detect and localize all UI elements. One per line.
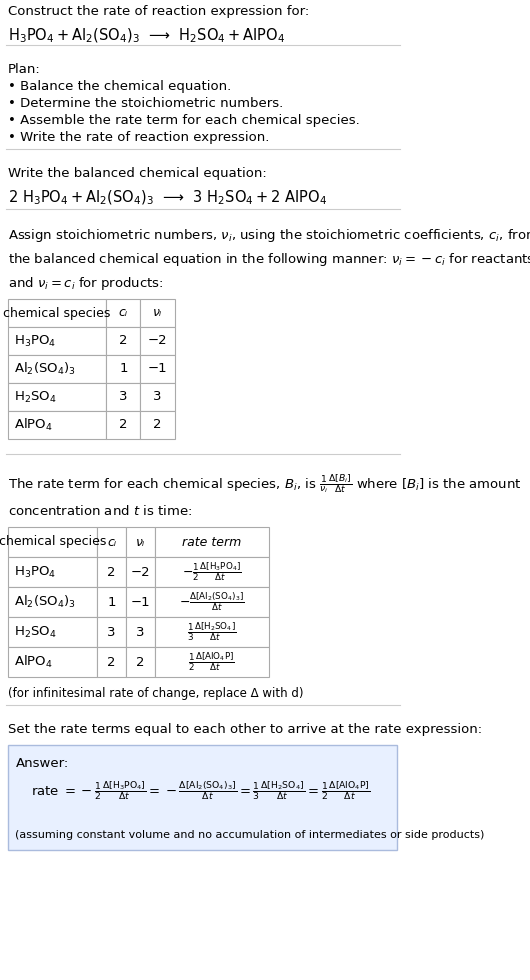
Text: Assign stoichiometric numbers, $\nu_i$, using the stoichiometric coefficients, $: Assign stoichiometric numbers, $\nu_i$, … bbox=[8, 227, 530, 292]
FancyBboxPatch shape bbox=[107, 299, 140, 327]
FancyBboxPatch shape bbox=[98, 587, 126, 617]
Text: 2: 2 bbox=[108, 565, 116, 578]
Text: • Write the rate of reaction expression.: • Write the rate of reaction expression. bbox=[8, 131, 269, 144]
FancyBboxPatch shape bbox=[155, 527, 269, 557]
Text: νᵢ: νᵢ bbox=[136, 535, 145, 549]
Text: Answer:: Answer: bbox=[15, 757, 69, 770]
FancyBboxPatch shape bbox=[8, 527, 98, 557]
FancyBboxPatch shape bbox=[98, 647, 126, 677]
Text: cᵢ: cᵢ bbox=[119, 307, 128, 319]
FancyBboxPatch shape bbox=[8, 617, 98, 647]
Text: −1: −1 bbox=[148, 363, 167, 375]
FancyBboxPatch shape bbox=[8, 355, 107, 383]
FancyBboxPatch shape bbox=[126, 617, 155, 647]
FancyBboxPatch shape bbox=[8, 647, 98, 677]
Text: cᵢ: cᵢ bbox=[107, 535, 116, 549]
Text: 2: 2 bbox=[153, 418, 162, 431]
FancyBboxPatch shape bbox=[140, 411, 174, 439]
Text: 2: 2 bbox=[119, 418, 128, 431]
FancyBboxPatch shape bbox=[8, 745, 398, 850]
Text: 2: 2 bbox=[108, 656, 116, 668]
FancyBboxPatch shape bbox=[155, 587, 269, 617]
FancyBboxPatch shape bbox=[8, 557, 98, 587]
Text: 3: 3 bbox=[108, 625, 116, 639]
Text: $-\frac{1}{2}\frac{\Delta[\mathrm{H_3PO_4}]}{\Delta t}$: $-\frac{1}{2}\frac{\Delta[\mathrm{H_3PO_… bbox=[182, 561, 242, 583]
FancyBboxPatch shape bbox=[107, 327, 140, 355]
Text: rate term: rate term bbox=[182, 535, 241, 549]
FancyBboxPatch shape bbox=[8, 327, 107, 355]
FancyBboxPatch shape bbox=[126, 587, 155, 617]
Text: −1: −1 bbox=[131, 596, 151, 609]
FancyBboxPatch shape bbox=[8, 299, 107, 327]
Text: $\mathregular{2\ H_3PO_4 + Al_2(SO_4)_3}$  ⟶  $\mathregular{3\ H_2SO_4 + 2\ AlPO: $\mathregular{2\ H_3PO_4 + Al_2(SO_4)_3}… bbox=[8, 189, 327, 208]
Text: rate $= -\frac{1}{2}\frac{\Delta[\mathrm{H_3PO_4}]}{\Delta t} = -\frac{\Delta[\m: rate $= -\frac{1}{2}\frac{\Delta[\mathrm… bbox=[31, 779, 370, 802]
Text: • Determine the stoichiometric numbers.: • Determine the stoichiometric numbers. bbox=[8, 97, 283, 110]
Text: $\mathregular{AlPO_4}$: $\mathregular{AlPO_4}$ bbox=[14, 416, 52, 433]
Text: Write the balanced chemical equation:: Write the balanced chemical equation: bbox=[8, 167, 267, 180]
Text: $\frac{1}{2}\frac{\Delta[\mathrm{AlO_4P}]}{\Delta t}$: $\frac{1}{2}\frac{\Delta[\mathrm{AlO_4P}… bbox=[188, 651, 235, 673]
Text: $\mathregular{H_3PO_4}$: $\mathregular{H_3PO_4}$ bbox=[14, 564, 56, 579]
Text: 1: 1 bbox=[119, 363, 128, 375]
FancyBboxPatch shape bbox=[98, 527, 126, 557]
Text: (for infinitesimal rate of change, replace Δ with d): (for infinitesimal rate of change, repla… bbox=[8, 687, 303, 700]
FancyBboxPatch shape bbox=[155, 647, 269, 677]
Text: 1: 1 bbox=[108, 596, 116, 609]
Text: $-\frac{\Delta[\mathrm{Al_2(SO_4)_3}]}{\Delta t}$: $-\frac{\Delta[\mathrm{Al_2(SO_4)_3}]}{\… bbox=[179, 591, 244, 613]
FancyBboxPatch shape bbox=[8, 587, 98, 617]
Text: $\mathregular{Al_2(SO_4)_3}$: $\mathregular{Al_2(SO_4)_3}$ bbox=[14, 594, 76, 610]
Text: −2: −2 bbox=[131, 565, 151, 578]
Text: chemical species: chemical species bbox=[0, 535, 106, 549]
Text: $\mathregular{H_2SO_4}$: $\mathregular{H_2SO_4}$ bbox=[14, 389, 57, 405]
Text: $\mathregular{H_3PO_4 + Al_2(SO_4)_3}$  ⟶  $\mathregular{H_2SO_4 + AlPO_4}$: $\mathregular{H_3PO_4 + Al_2(SO_4)_3}$ ⟶… bbox=[8, 27, 285, 45]
Text: νᵢ: νᵢ bbox=[153, 307, 162, 319]
FancyBboxPatch shape bbox=[126, 527, 155, 557]
FancyBboxPatch shape bbox=[140, 355, 174, 383]
Text: $\mathregular{H_2SO_4}$: $\mathregular{H_2SO_4}$ bbox=[14, 624, 57, 640]
FancyBboxPatch shape bbox=[8, 411, 107, 439]
Text: $\mathregular{AlPO_4}$: $\mathregular{AlPO_4}$ bbox=[14, 654, 52, 670]
Text: 3: 3 bbox=[136, 625, 145, 639]
Text: Set the rate terms equal to each other to arrive at the rate expression:: Set the rate terms equal to each other t… bbox=[8, 723, 482, 736]
FancyBboxPatch shape bbox=[126, 647, 155, 677]
FancyBboxPatch shape bbox=[98, 557, 126, 587]
Text: The rate term for each chemical species, $B_i$, is $\frac{1}{\nu_i}\frac{\Delta[: The rate term for each chemical species,… bbox=[8, 472, 522, 517]
FancyBboxPatch shape bbox=[155, 617, 269, 647]
Text: (assuming constant volume and no accumulation of intermediates or side products): (assuming constant volume and no accumul… bbox=[15, 830, 485, 840]
Text: 2: 2 bbox=[119, 334, 128, 348]
Text: 3: 3 bbox=[119, 390, 128, 404]
Text: Construct the rate of reaction expression for:: Construct the rate of reaction expressio… bbox=[8, 5, 309, 18]
Text: Plan:: Plan: bbox=[8, 63, 41, 76]
FancyBboxPatch shape bbox=[140, 383, 174, 411]
Text: • Balance the chemical equation.: • Balance the chemical equation. bbox=[8, 80, 231, 93]
Text: −2: −2 bbox=[148, 334, 167, 348]
Text: $\mathregular{H_3PO_4}$: $\mathregular{H_3PO_4}$ bbox=[14, 333, 56, 349]
FancyBboxPatch shape bbox=[107, 383, 140, 411]
FancyBboxPatch shape bbox=[107, 411, 140, 439]
Text: $\frac{1}{3}\frac{\Delta[\mathrm{H_2SO_4}]}{\Delta t}$: $\frac{1}{3}\frac{\Delta[\mathrm{H_2SO_4… bbox=[187, 620, 236, 643]
FancyBboxPatch shape bbox=[140, 327, 174, 355]
FancyBboxPatch shape bbox=[8, 383, 107, 411]
Text: • Assemble the rate term for each chemical species.: • Assemble the rate term for each chemic… bbox=[8, 114, 359, 127]
Text: 3: 3 bbox=[153, 390, 162, 404]
FancyBboxPatch shape bbox=[98, 617, 126, 647]
FancyBboxPatch shape bbox=[107, 355, 140, 383]
Text: 2: 2 bbox=[136, 656, 145, 668]
Text: $\mathregular{Al_2(SO_4)_3}$: $\mathregular{Al_2(SO_4)_3}$ bbox=[14, 361, 76, 377]
FancyBboxPatch shape bbox=[155, 557, 269, 587]
Text: chemical species: chemical species bbox=[3, 307, 111, 319]
FancyBboxPatch shape bbox=[140, 299, 174, 327]
FancyBboxPatch shape bbox=[126, 557, 155, 587]
